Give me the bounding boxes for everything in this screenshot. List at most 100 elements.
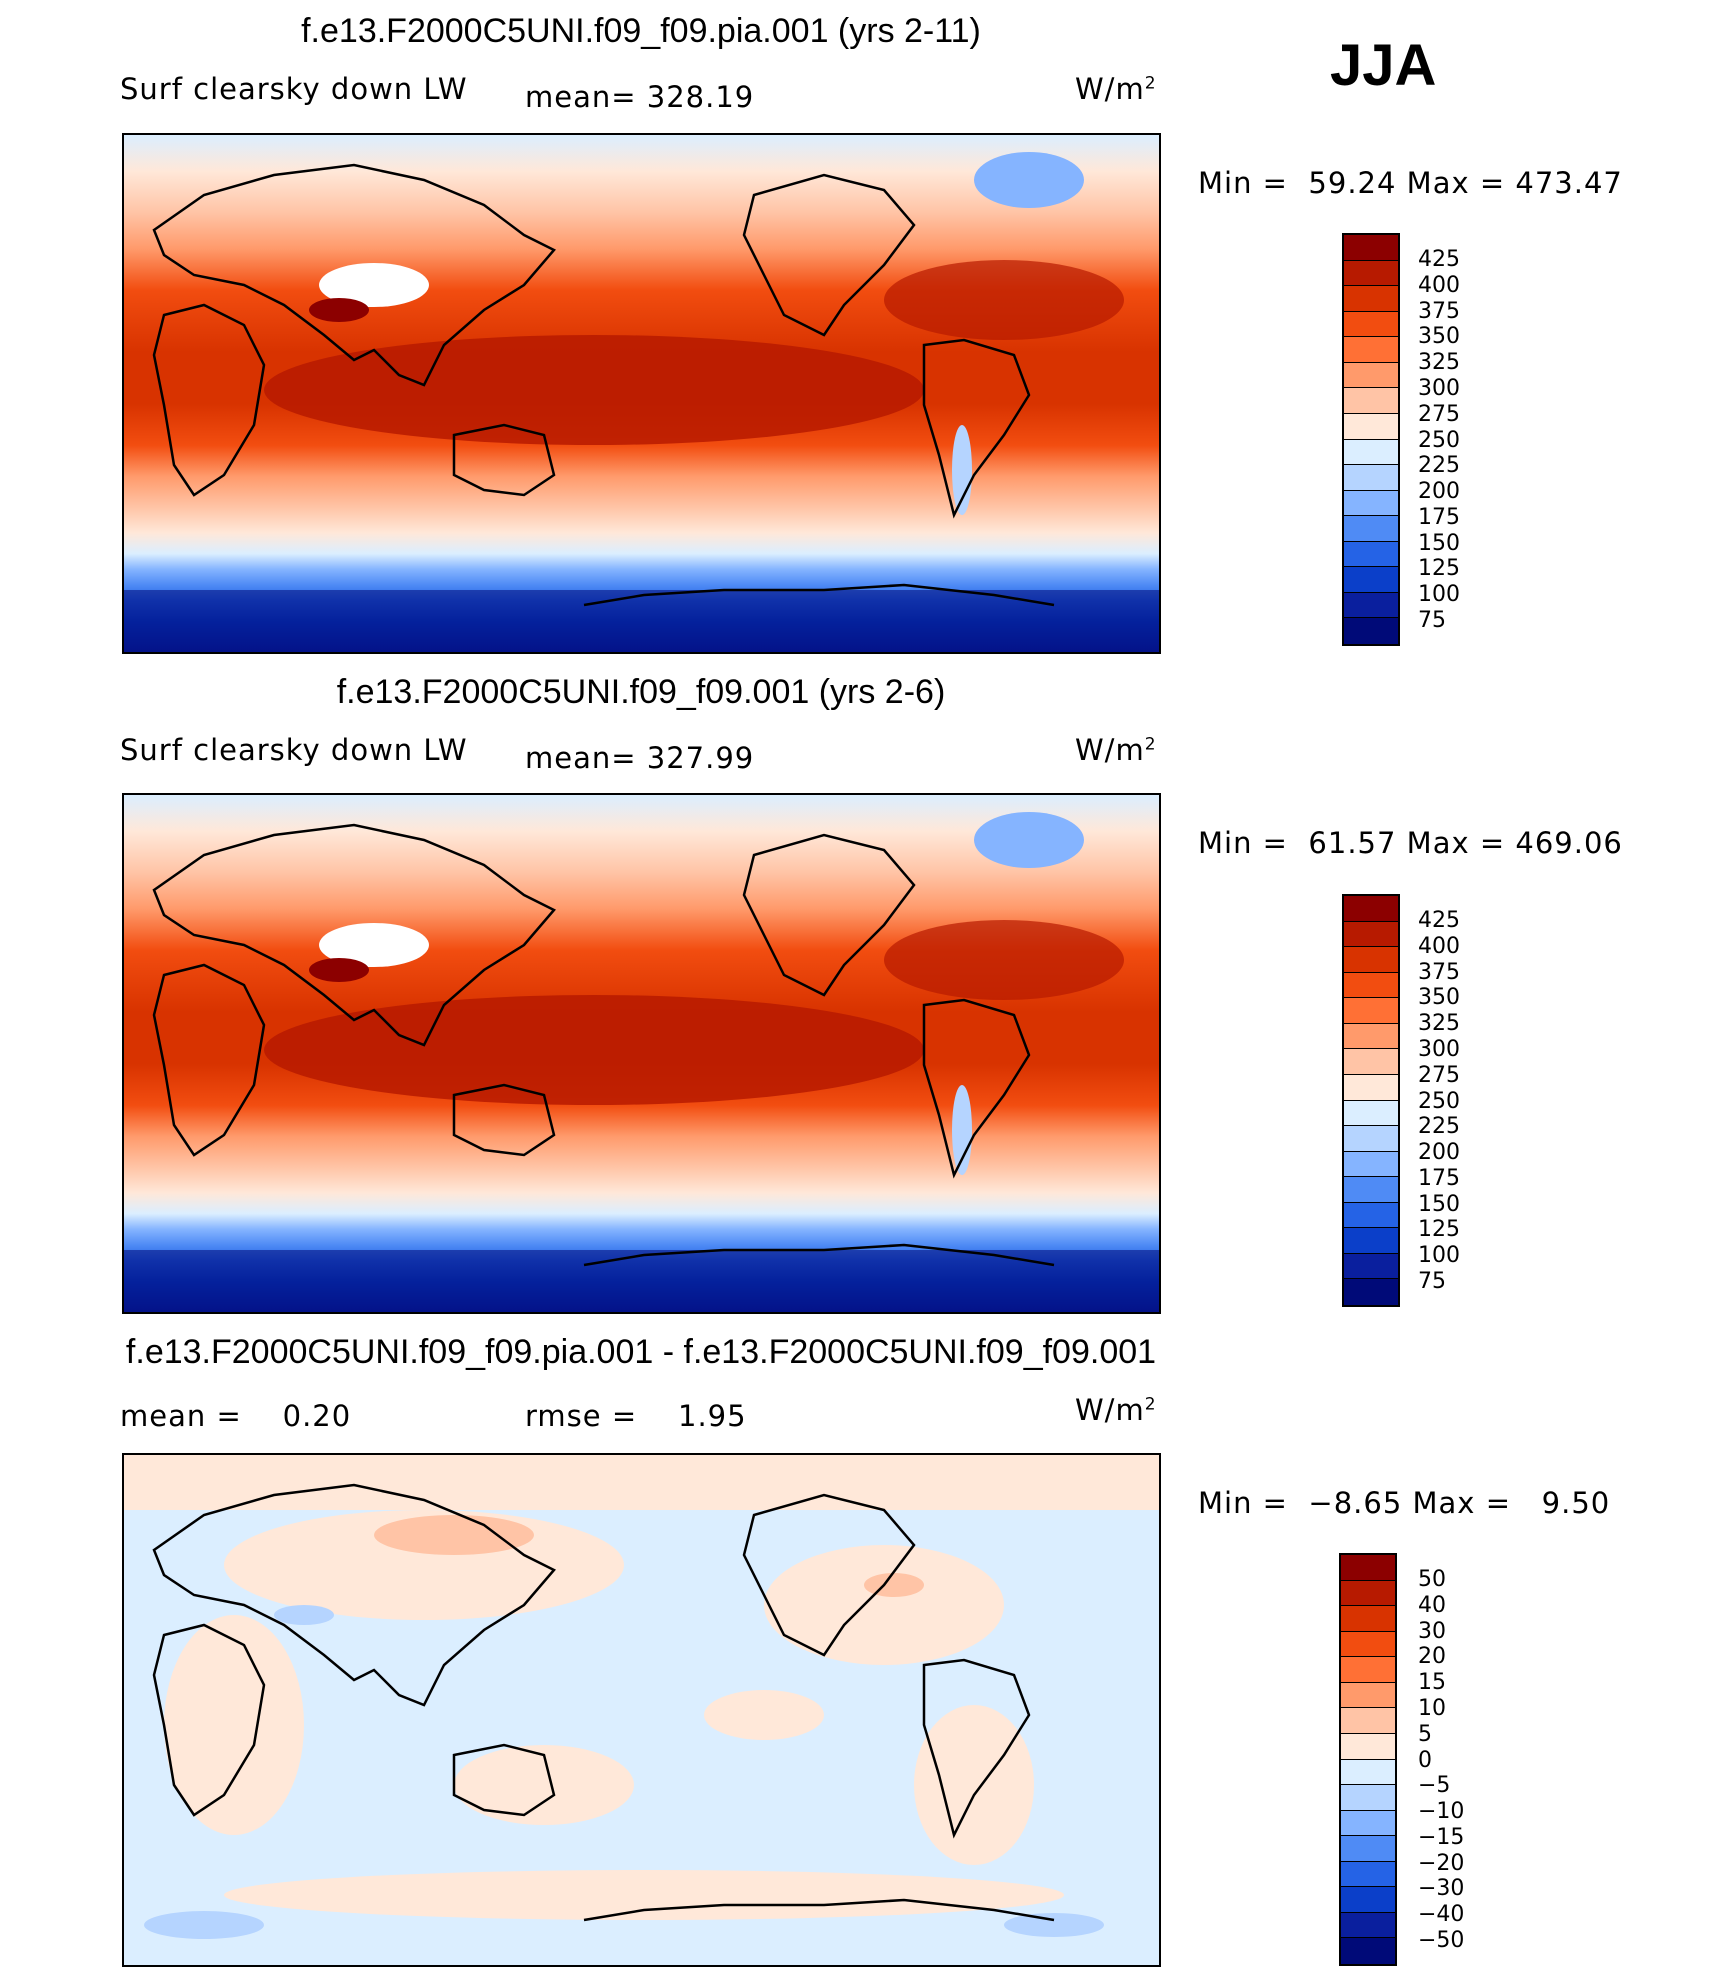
colorbar-tick-label: 125 bbox=[1418, 1217, 1460, 1242]
colorbar-tick-label: 150 bbox=[1418, 1192, 1460, 1217]
panel-3-swatch bbox=[1341, 1887, 1395, 1913]
panel-2-swatch bbox=[1344, 998, 1398, 1024]
colorbar-tick-label: 20 bbox=[1418, 1644, 1446, 1669]
panel-1-tibet bbox=[319, 263, 429, 307]
panel-2-swatch bbox=[1344, 896, 1398, 922]
colorbar-tick-label: 250 bbox=[1418, 428, 1460, 453]
colorbar-tick-label: −20 bbox=[1418, 1851, 1465, 1876]
colorbar-tick-label: 275 bbox=[1418, 402, 1460, 427]
panel-2-mean: mean= 327.99 bbox=[525, 741, 755, 775]
panel-2-swatch bbox=[1344, 1177, 1398, 1203]
panel-2-swatch bbox=[1344, 947, 1398, 973]
panel-1-title: f.e13.F2000C5UNI.f09_f09.pia.001 (yrs 2-… bbox=[301, 12, 981, 50]
panel-1-variable: Surf clearsky down LW bbox=[120, 72, 468, 106]
colorbar-tick-label: 375 bbox=[1418, 299, 1460, 324]
panel-1-swatch bbox=[1344, 311, 1398, 338]
panel-1-swatch bbox=[1344, 413, 1398, 440]
panel-2-title: f.e13.F2000C5UNI.f09_f09.001 (yrs 2-6) bbox=[336, 673, 946, 711]
panel-2-swatch bbox=[1344, 1228, 1398, 1254]
panel-3-strong-positive bbox=[374, 1515, 924, 1597]
panel-3-minmax: Min = −8.65 Max = 9.50 bbox=[1198, 1486, 1611, 1520]
colorbar-tick-label: 425 bbox=[1418, 908, 1460, 933]
panel-3-swatch bbox=[1341, 1836, 1395, 1862]
panel-1-swatch bbox=[1344, 286, 1398, 312]
colorbar-tick-label: 325 bbox=[1418, 350, 1460, 375]
panel-3-map bbox=[122, 1453, 1161, 1967]
panel-3-swatch bbox=[1341, 1733, 1395, 1760]
colorbar-tick-label: 225 bbox=[1418, 453, 1460, 478]
panel-3-colorbar bbox=[1339, 1553, 1397, 1966]
panel-1-swatch bbox=[1344, 465, 1398, 491]
panel-2-greenland bbox=[974, 812, 1084, 868]
panel-2-warm-core bbox=[264, 995, 924, 1105]
colorbar-tick-label: 125 bbox=[1418, 556, 1460, 581]
panel-1-map bbox=[122, 133, 1161, 654]
colorbar-tick-label: 150 bbox=[1418, 531, 1460, 556]
panel-1-greenland bbox=[974, 152, 1084, 208]
panel-1-units: W/m2 bbox=[1075, 72, 1157, 106]
panel-2-swatch bbox=[1344, 1202, 1398, 1229]
colorbar-tick-label: 50 bbox=[1418, 1567, 1446, 1592]
colorbar-tick-label: 5 bbox=[1418, 1722, 1432, 1747]
panel-2-swatch bbox=[1344, 921, 1398, 948]
colorbar-tick-label: 15 bbox=[1418, 1670, 1446, 1695]
panel-2-minmax: Min = 61.57 Max = 469.06 bbox=[1198, 826, 1623, 860]
colorbar-tick-label: −40 bbox=[1418, 1902, 1465, 1927]
panel-3-swatch bbox=[1341, 1580, 1395, 1607]
panel-3-swatch bbox=[1341, 1759, 1395, 1786]
panel-3-swatch bbox=[1341, 1555, 1395, 1581]
panel-2-swatch bbox=[1344, 1023, 1398, 1050]
colorbar-tick-label: 425 bbox=[1418, 247, 1460, 272]
panel-1-swatch bbox=[1344, 235, 1398, 261]
colorbar-tick-label: 40 bbox=[1418, 1593, 1446, 1618]
panel-2-swatch bbox=[1344, 972, 1398, 999]
colorbar-tick-label: 10 bbox=[1418, 1696, 1446, 1721]
colorbar-tick-label: 175 bbox=[1418, 1166, 1460, 1191]
panel-1-swatch bbox=[1344, 490, 1398, 517]
panel-3-positive-areas bbox=[124, 1455, 1159, 1920]
panel-3-swatch bbox=[1341, 1606, 1395, 1632]
colorbar-tick-label: 100 bbox=[1418, 582, 1460, 607]
panel-3-title: f.e13.F2000C5UNI.f09_f09.pia.001 - f.e13… bbox=[125, 1333, 1157, 1371]
colorbar-tick-label: 325 bbox=[1418, 1011, 1460, 1036]
panel-2-tibet bbox=[319, 923, 429, 967]
colorbar-tick-label: 225 bbox=[1418, 1114, 1460, 1139]
panel-2-swatch bbox=[1344, 1126, 1398, 1152]
panel-2-swatch bbox=[1344, 1151, 1398, 1178]
panel-1-swatch bbox=[1344, 618, 1398, 644]
colorbar-tick-label: 350 bbox=[1418, 985, 1460, 1010]
colorbar-tick-label: −30 bbox=[1418, 1876, 1465, 1901]
panel-1-swatch bbox=[1344, 541, 1398, 568]
panel-3-swatch bbox=[1341, 1682, 1395, 1709]
panel-1-swatch bbox=[1344, 388, 1398, 414]
colorbar-tick-label: 300 bbox=[1418, 1037, 1460, 1062]
colorbar-tick-label: −10 bbox=[1418, 1799, 1465, 1824]
colorbar-tick-label: 0 bbox=[1418, 1748, 1432, 1773]
panel-1-antarctic bbox=[124, 590, 1159, 652]
panel-2-swatch bbox=[1344, 1100, 1398, 1127]
panel-2-antarctic bbox=[124, 1250, 1159, 1312]
panel-3-mean: mean = 0.20 bbox=[120, 1399, 352, 1433]
colorbar-tick-label: 350 bbox=[1418, 324, 1460, 349]
colorbar-tick-label: 400 bbox=[1418, 934, 1460, 959]
colorbar-tick-label: 100 bbox=[1418, 1243, 1460, 1268]
panel-1-andes bbox=[952, 425, 972, 515]
panel-2-swatch bbox=[1344, 1253, 1398, 1280]
panel-3-coastlines bbox=[152, 1483, 1055, 1922]
colorbar-tick-label: 75 bbox=[1418, 1269, 1446, 1294]
colorbar-tick-label: 375 bbox=[1418, 960, 1460, 985]
panel-2-map bbox=[122, 793, 1161, 1314]
panel-2-hot-spot bbox=[309, 958, 369, 982]
colorbar-tick-label: 75 bbox=[1418, 608, 1446, 633]
panel-3-swatch bbox=[1341, 1861, 1395, 1888]
colorbar-tick-label: 175 bbox=[1418, 505, 1460, 530]
panel-3-swatch bbox=[1341, 1785, 1395, 1811]
colorbar-tick-label: −15 bbox=[1418, 1825, 1465, 1850]
panel-1-swatch bbox=[1344, 516, 1398, 542]
colorbar-tick-label: 300 bbox=[1418, 376, 1460, 401]
panel-2-colorbar bbox=[1342, 894, 1400, 1307]
colorbar-tick-label: 250 bbox=[1418, 1089, 1460, 1114]
panel-2-andes bbox=[952, 1085, 972, 1175]
panel-2-swatch bbox=[1344, 1074, 1398, 1101]
colorbar-tick-label: 400 bbox=[1418, 273, 1460, 298]
